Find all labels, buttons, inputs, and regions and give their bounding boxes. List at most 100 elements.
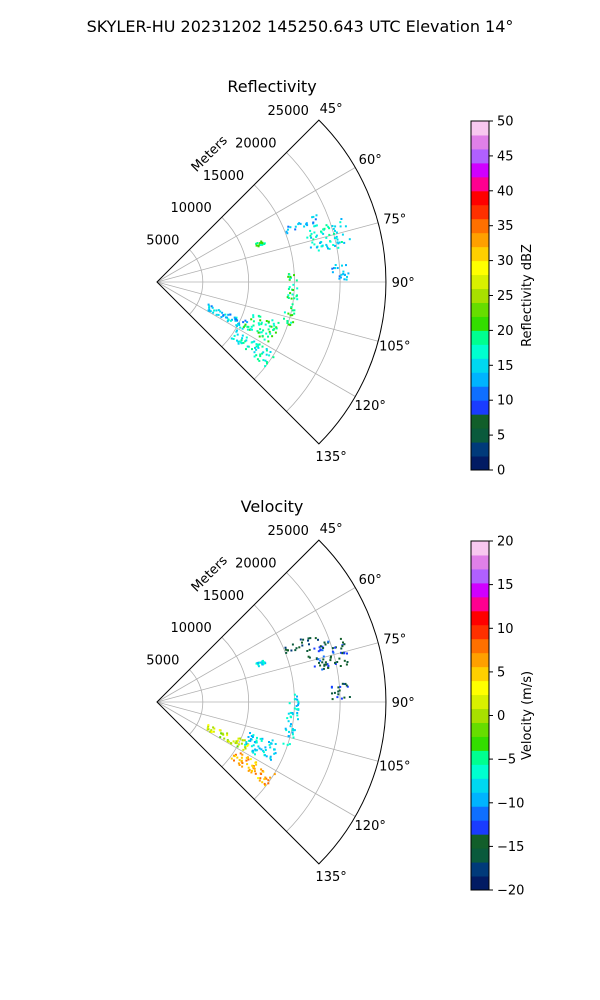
echo-gate xyxy=(253,741,256,743)
echo-gate xyxy=(297,702,300,705)
echo-gate xyxy=(341,264,343,267)
echo-gate xyxy=(208,306,211,309)
echo-gate xyxy=(275,326,278,329)
echo-gate xyxy=(299,638,302,641)
echo-gate xyxy=(336,661,339,663)
sector-frame xyxy=(156,539,387,865)
colorbar-segment xyxy=(471,204,489,220)
reflectivity-sector: 45° 60° 75° 90° 105° 120° 135° 5000 10000 15000 20… xyxy=(146,102,414,465)
echo-gate xyxy=(218,729,221,732)
echo-gate xyxy=(264,359,267,362)
echo-gate xyxy=(292,736,295,739)
echo-gate xyxy=(236,745,239,748)
echo-gate xyxy=(338,689,341,692)
echo-gate xyxy=(241,765,244,768)
echo-gate xyxy=(291,733,294,736)
echo-gate xyxy=(295,708,298,711)
echo-gate xyxy=(315,234,318,237)
echo-gate xyxy=(261,781,264,784)
echo-gate xyxy=(230,757,233,760)
echo-gate xyxy=(306,650,309,652)
colorbar-segment xyxy=(471,316,489,331)
angle-gridline xyxy=(156,587,356,703)
angle-gridline xyxy=(156,701,356,817)
range-tick-label: 5000 xyxy=(146,234,179,249)
echo-gate xyxy=(331,647,334,650)
echo-gate xyxy=(258,331,261,334)
echo-gate xyxy=(265,353,268,356)
angle-tick-label: 60° xyxy=(359,573,382,588)
echo-gate xyxy=(286,320,289,322)
echo-gate xyxy=(297,718,299,721)
echo-gate xyxy=(243,325,246,327)
echo-gate xyxy=(317,249,320,252)
echo-gate xyxy=(249,328,252,331)
echo-gate xyxy=(291,712,294,714)
echo-gate xyxy=(255,761,258,764)
echo-gate xyxy=(335,231,338,234)
echo-gate xyxy=(270,325,273,328)
echo-gate xyxy=(236,739,239,742)
echo-gate xyxy=(343,241,346,244)
echo-gate xyxy=(314,218,317,221)
echo-gate xyxy=(207,725,210,728)
echo-gate xyxy=(245,339,248,342)
echo-gate xyxy=(262,351,265,354)
echo-gate xyxy=(252,314,255,317)
echo-gate xyxy=(334,244,336,247)
echo-gate xyxy=(277,321,280,324)
echo-gate xyxy=(332,227,335,230)
colorbar-segment xyxy=(471,708,489,723)
echo-gate xyxy=(258,359,261,362)
echo-gate xyxy=(314,224,317,227)
echo-gate xyxy=(239,752,242,755)
echo-gate xyxy=(342,270,345,273)
echo-gate xyxy=(328,247,331,250)
echo-gate xyxy=(263,338,266,341)
echo-gate xyxy=(341,645,344,648)
echo-gate xyxy=(259,328,262,331)
echo-cluster xyxy=(206,724,250,751)
echo-gate xyxy=(285,651,288,654)
echo-gate xyxy=(323,641,326,644)
echo-gate xyxy=(249,739,252,742)
echo-gate xyxy=(301,641,303,644)
echo-gate xyxy=(334,661,336,664)
colorbar-segment xyxy=(471,834,489,849)
echo-gate xyxy=(284,727,287,730)
echo-gate xyxy=(290,321,293,324)
echo-gate xyxy=(317,638,319,641)
colorbar-segment xyxy=(471,386,489,401)
colorbar-tick-label: 0 xyxy=(497,464,505,479)
echo-gate xyxy=(332,244,335,246)
angle-gridline xyxy=(156,222,379,283)
angle-tick-label: 60° xyxy=(359,153,382,168)
echo-gate xyxy=(262,359,265,362)
echo-gate xyxy=(291,293,294,296)
echo-gate xyxy=(312,221,315,224)
echo-gate xyxy=(307,655,310,658)
echo-gate xyxy=(252,767,255,770)
echo-gate xyxy=(330,685,333,688)
echo-gate xyxy=(288,273,291,276)
echo-gate xyxy=(293,309,296,312)
echo-gate xyxy=(329,659,332,662)
echo-gate xyxy=(251,348,253,351)
echo-gate xyxy=(337,686,340,689)
range-ring xyxy=(286,152,341,412)
echo-gate xyxy=(237,340,240,343)
angle-tick-label: 90° xyxy=(392,276,415,291)
echo-gate xyxy=(237,737,240,740)
echo-gate xyxy=(323,227,326,230)
echo-gate xyxy=(292,321,295,324)
reflectivity-panel: Reflectivity 45°60°75°90°105°120°135°500… xyxy=(146,77,535,479)
echo-gate xyxy=(260,323,263,326)
echo-gate xyxy=(320,245,323,248)
echo-gate xyxy=(331,225,334,227)
echo-gate xyxy=(210,731,213,733)
echo-gate xyxy=(263,778,266,781)
echo-gate xyxy=(238,764,241,766)
echo-gate xyxy=(261,243,264,246)
echo-gate xyxy=(298,646,301,649)
